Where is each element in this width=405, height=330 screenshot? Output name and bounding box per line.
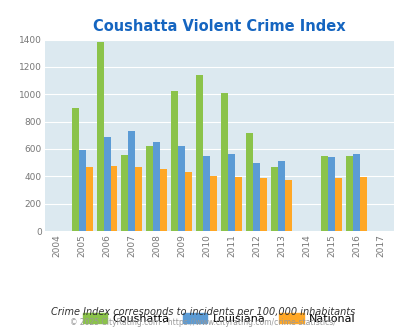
Bar bbox=[146, 146, 153, 231]
Bar bbox=[334, 179, 341, 231]
Bar bbox=[160, 169, 167, 231]
Bar bbox=[135, 167, 142, 231]
Bar bbox=[178, 146, 185, 231]
Text: Crime Index corresponds to incidents per 100,000 inhabitants: Crime Index corresponds to incidents per… bbox=[51, 307, 354, 317]
Bar bbox=[277, 161, 284, 231]
Bar bbox=[210, 176, 217, 231]
Bar bbox=[171, 91, 178, 231]
Bar bbox=[260, 178, 266, 231]
Bar bbox=[327, 157, 334, 231]
Bar bbox=[228, 154, 234, 231]
Bar bbox=[320, 156, 327, 231]
Bar bbox=[352, 154, 359, 231]
Bar bbox=[71, 108, 79, 231]
Bar bbox=[271, 167, 277, 231]
Bar bbox=[185, 172, 192, 231]
Bar bbox=[85, 167, 92, 231]
Bar bbox=[128, 131, 135, 231]
Bar bbox=[245, 133, 253, 231]
Bar bbox=[79, 150, 85, 231]
Bar bbox=[121, 155, 128, 231]
Bar bbox=[203, 156, 210, 231]
Bar bbox=[196, 75, 203, 231]
Legend: Coushatta, Louisiana, National: Coushatta, Louisiana, National bbox=[79, 309, 358, 327]
Bar bbox=[359, 177, 366, 231]
Bar bbox=[345, 156, 352, 231]
Bar bbox=[221, 93, 228, 231]
Bar bbox=[96, 42, 103, 231]
Bar bbox=[110, 166, 117, 231]
Text: © 2025 CityRating.com - https://www.cityrating.com/crime-statistics/: © 2025 CityRating.com - https://www.city… bbox=[70, 318, 335, 327]
Bar bbox=[284, 181, 291, 231]
Bar bbox=[153, 142, 160, 231]
Bar bbox=[103, 137, 110, 231]
Title: Coushatta Violent Crime Index: Coushatta Violent Crime Index bbox=[93, 19, 345, 34]
Bar bbox=[234, 177, 242, 231]
Bar bbox=[253, 163, 260, 231]
